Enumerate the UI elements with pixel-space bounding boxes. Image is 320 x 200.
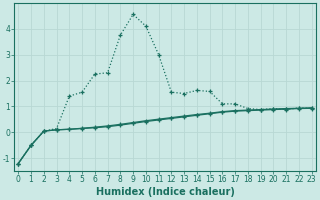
- X-axis label: Humidex (Indice chaleur): Humidex (Indice chaleur): [96, 187, 235, 197]
